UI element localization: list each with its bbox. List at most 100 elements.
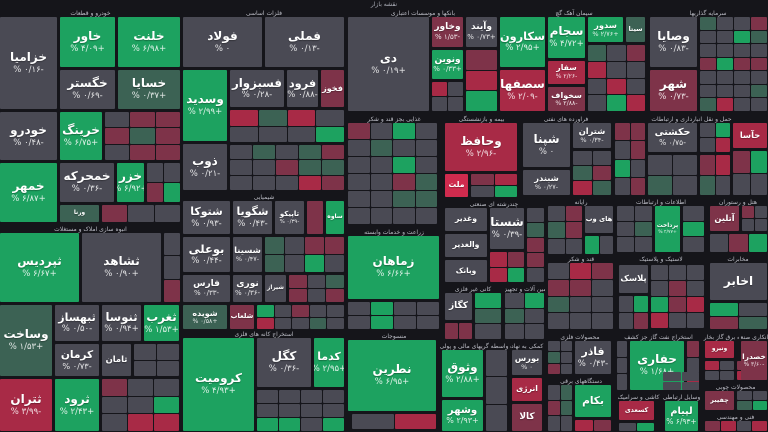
stock-tile-small[interactable] — [274, 317, 292, 329]
stock-tile-small[interactable] — [394, 316, 416, 329]
stock-tile-small[interactable] — [669, 297, 686, 312]
stock-tile[interactable]: سصفها -۲/۰۹ % — [500, 70, 545, 111]
stock-tile-small[interactable] — [490, 267, 507, 282]
stock-tile-small[interactable] — [548, 313, 569, 329]
stock-tile-small[interactable] — [257, 404, 278, 417]
stock-tile-small[interactable] — [471, 186, 494, 197]
stock-tile[interactable]: سکارون +۲/۹۵ % — [500, 17, 545, 67]
stock-tile-small[interactable] — [560, 363, 572, 374]
stock-tile-small[interactable] — [683, 206, 704, 221]
stock-tile-small[interactable] — [592, 181, 611, 195]
stock-tile-small[interactable] — [432, 82, 447, 96]
stock-tile-small[interactable] — [505, 293, 524, 308]
stock-tile-small[interactable] — [466, 50, 497, 70]
stock-tile-small[interactable] — [720, 371, 734, 380]
stock-tile-small[interactable] — [394, 414, 436, 429]
stock-tile-small[interactable] — [299, 145, 321, 160]
stock-tile[interactable]: ثپردیس +۶/۶۷ % — [0, 233, 79, 302]
stock-tile-small[interactable] — [687, 341, 699, 357]
stock-tile-small[interactable] — [276, 160, 298, 175]
stock-tile[interactable]: وغدیر — [445, 208, 487, 231]
stock-tile-small[interactable] — [257, 390, 278, 403]
stock-tile-small[interactable] — [700, 155, 715, 175]
stock-tile[interactable]: شبندر -۰/۲۷ % — [523, 170, 570, 195]
stock-tile[interactable]: سدور +۲/۷۶ % — [588, 17, 623, 42]
stock-tile-small[interactable] — [507, 252, 524, 267]
stock-tile-small[interactable] — [548, 400, 560, 416]
stock-tile[interactable]: ثنوسا +۰/۹۴ % — [102, 305, 141, 341]
stock-tile-small[interactable] — [370, 208, 392, 224]
stock-tile-small[interactable] — [348, 191, 370, 207]
stock-tile-small[interactable] — [585, 236, 599, 254]
stock-tile-small[interactable] — [570, 296, 591, 313]
stock-tile[interactable]: پرداخت +۲/۷۷ % — [655, 206, 680, 252]
stock-tile-small[interactable] — [588, 61, 607, 78]
stock-tile-small[interactable] — [592, 166, 611, 180]
stock-tile-small[interactable] — [548, 222, 565, 238]
stock-tile[interactable]: آتلین — [710, 206, 739, 231]
stock-tile-small[interactable] — [230, 126, 258, 142]
stock-tile[interactable]: ثشاهد +۰/۹۰ % — [82, 233, 161, 302]
stock-tile-small[interactable] — [301, 390, 322, 403]
stock-tile-small[interactable] — [326, 289, 344, 302]
stock-tile-small[interactable] — [527, 268, 544, 282]
stock-tile-small[interactable] — [651, 313, 668, 328]
stock-tile-small[interactable] — [128, 379, 153, 396]
stock-tile-small[interactable] — [565, 222, 582, 238]
stock-tile-small[interactable] — [588, 78, 607, 95]
stock-tile-small[interactable] — [751, 57, 767, 71]
stock-tile[interactable]: خزامیا -۰/۱۶ % — [0, 17, 57, 109]
stock-tile-small[interactable] — [750, 173, 767, 195]
stock-tile[interactable]: خزر+۶/۹۲ % — [117, 163, 144, 202]
stock-tile-small[interactable] — [615, 177, 630, 195]
stock-tile-small[interactable] — [230, 160, 252, 175]
stock-tile-small[interactable] — [322, 175, 344, 190]
stock-tile[interactable]: سیتا — [626, 17, 645, 42]
stock-tile-small[interactable] — [637, 423, 654, 431]
stock-tile-small[interactable] — [305, 255, 324, 272]
stock-tile-small[interactable] — [752, 391, 767, 400]
stock-tile[interactable]: وحافظ -۲/۹۶ % — [445, 123, 517, 171]
stock-tile-small[interactable] — [669, 265, 686, 280]
stock-tile-small[interactable] — [717, 98, 733, 111]
stock-tile-small[interactable] — [128, 396, 153, 414]
stock-tile-small[interactable] — [287, 126, 316, 142]
stock-tile[interactable]: شستا -۰/۳۹ % — [490, 208, 524, 249]
stock-tile-small[interactable] — [560, 341, 572, 352]
stock-tile-small[interactable] — [710, 234, 729, 252]
stock-tile-small[interactable] — [687, 281, 704, 296]
stock-tile-small[interactable] — [599, 236, 613, 254]
stock-tile-small[interactable] — [370, 174, 392, 190]
stock-tile[interactable]: ملت — [445, 174, 468, 197]
stock-tile[interactable]: کگاز — [445, 293, 472, 320]
stock-tile[interactable]: وصایا -۰/۸۳ % — [650, 17, 697, 67]
stock-tile-small[interactable] — [316, 126, 344, 142]
stock-tile-small[interactable] — [164, 256, 180, 279]
stock-tile[interactable]: شیراز — [265, 275, 286, 302]
stock-tile-small[interactable] — [548, 363, 560, 374]
stock-tile-small[interactable] — [527, 238, 544, 252]
stock-tile-small[interactable] — [635, 221, 652, 237]
stock-tile-small[interactable] — [739, 303, 767, 316]
stock-tile-small[interactable] — [299, 175, 321, 190]
stock-tile[interactable]: ذوب -۰/۲۱ % — [183, 144, 227, 190]
stock-tile-small[interactable] — [105, 144, 130, 160]
stock-tile-small[interactable] — [548, 206, 565, 222]
stock-tile-small[interactable] — [720, 421, 736, 431]
stock-tile-small[interactable] — [687, 265, 704, 280]
stock-tile-small[interactable] — [617, 374, 627, 390]
stock-tile-small[interactable] — [307, 275, 326, 288]
stock-tile-small[interactable] — [734, 84, 750, 98]
stock-tile[interactable]: کرمان -۰/۷۳ % — [55, 344, 99, 376]
stock-tile-small[interactable] — [147, 163, 163, 182]
stock-tile[interactable]: شلعاب — [230, 305, 254, 329]
stock-tile-small[interactable] — [752, 421, 767, 431]
stock-tile[interactable]: تاپیکو -۰/۳۹ % — [275, 201, 304, 234]
stock-tile-small[interactable] — [486, 377, 507, 404]
stock-tile-small[interactable] — [527, 223, 544, 237]
stock-tile[interactable]: شتران -۰/۳۴ % — [573, 123, 611, 148]
stock-tile-small[interactable] — [751, 84, 767, 98]
stock-tile-small[interactable] — [715, 155, 730, 175]
stock-tile-small[interactable] — [445, 323, 458, 339]
stock-tile-small[interactable] — [734, 30, 750, 44]
